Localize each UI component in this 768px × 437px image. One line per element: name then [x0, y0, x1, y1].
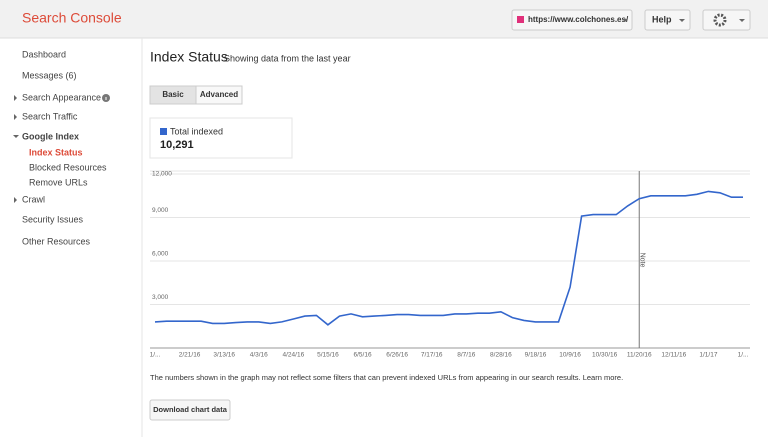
x-tick-label: 2/21/16: [179, 352, 201, 359]
x-tick-label: 10/9/16: [559, 352, 581, 359]
x-tick-label: 4/24/16: [283, 352, 305, 359]
nav-item[interactable]: Search Appearance: [22, 92, 101, 102]
download-button[interactable]: [149, 399, 231, 421]
page-title: Index Status: [150, 49, 228, 65]
dropdown-arrow: [622, 19, 628, 22]
x-tick-label: 4/3/16: [250, 352, 268, 359]
expand-arrow[interactable]: [14, 114, 17, 120]
expand-arrow[interactable]: [14, 95, 17, 101]
site-url[interactable]: https://www.colchones.es/: [528, 15, 629, 24]
nav-item[interactable]: Crawl: [22, 194, 45, 204]
series-line: [154, 190, 743, 326]
nav-subitem-active[interactable]: Index Status: [29, 147, 83, 157]
x-tick-label: 9/18/16: [525, 352, 547, 359]
expand-arrow[interactable]: [14, 197, 17, 203]
nav-item[interactable]: Security Issues: [22, 214, 84, 224]
nav-item[interactable]: Dashboard: [22, 49, 66, 59]
legend-card: [149, 117, 293, 159]
x-tick-label: 11/20/16: [627, 352, 652, 359]
nav-subitem[interactable]: Remove URLs: [29, 177, 88, 187]
x-tick-label: 7/17/16: [421, 352, 443, 359]
x-tick-label: 1/...: [738, 352, 749, 359]
x-tick-label: 6/5/16: [353, 352, 371, 359]
x-tick-label: 1/...: [150, 352, 161, 359]
x-tick-label: 5/15/16: [317, 352, 339, 359]
y-tick-label: 9,000: [152, 207, 169, 214]
x-tick-label: 8/28/16: [490, 352, 512, 359]
y-tick-label: 12,000: [152, 171, 172, 178]
dropdown-arrow: [739, 19, 745, 22]
tab-label[interactable]: Advanced: [200, 90, 238, 99]
x-tick-label: 8/7/16: [457, 352, 475, 359]
site-favicon: [517, 16, 524, 23]
nav-item[interactable]: Search Traffic: [22, 111, 78, 121]
x-tick-label: 3/13/16: [213, 352, 235, 359]
nav-item[interactable]: Messages (6): [22, 70, 77, 80]
info-icon-glyph: [105, 97, 107, 100]
header-bar: [0, 0, 768, 38]
annotation-label: Note: [638, 253, 645, 268]
nav-item[interactable]: Other Resources: [22, 236, 91, 246]
x-tick-label: 10/30/16: [592, 352, 618, 359]
logo[interactable]: Search Console: [22, 10, 122, 26]
page-subtitle: Showing data from the last year: [224, 53, 351, 63]
total-value: 10,291: [160, 139, 194, 151]
legend-label: Total indexed: [170, 126, 223, 136]
help-label[interactable]: Help: [652, 14, 672, 24]
y-tick-label: 3,000: [152, 294, 169, 301]
x-tick-label: 12/11/16: [661, 352, 686, 359]
site-selector[interactable]: [511, 9, 633, 31]
x-tick-label: 6/26/16: [386, 352, 408, 359]
legend-swatch: [160, 128, 167, 135]
collapse-arrow[interactable]: [13, 135, 19, 138]
nav-item[interactable]: Google Index: [22, 131, 79, 141]
x-tick-label: 1/1/17: [699, 352, 717, 359]
dropdown-arrow: [679, 19, 685, 22]
gear-icon: [713, 13, 727, 27]
y-tick-label: 6,000: [152, 251, 169, 258]
tab[interactable]: [195, 85, 243, 105]
footnote: The numbers shown in the graph may not r…: [150, 373, 623, 382]
tab-label[interactable]: Basic: [162, 90, 184, 99]
nav-subitem[interactable]: Blocked Resources: [29, 162, 107, 172]
help-button[interactable]: [644, 9, 691, 31]
download-label[interactable]: Download chart data: [153, 405, 228, 414]
